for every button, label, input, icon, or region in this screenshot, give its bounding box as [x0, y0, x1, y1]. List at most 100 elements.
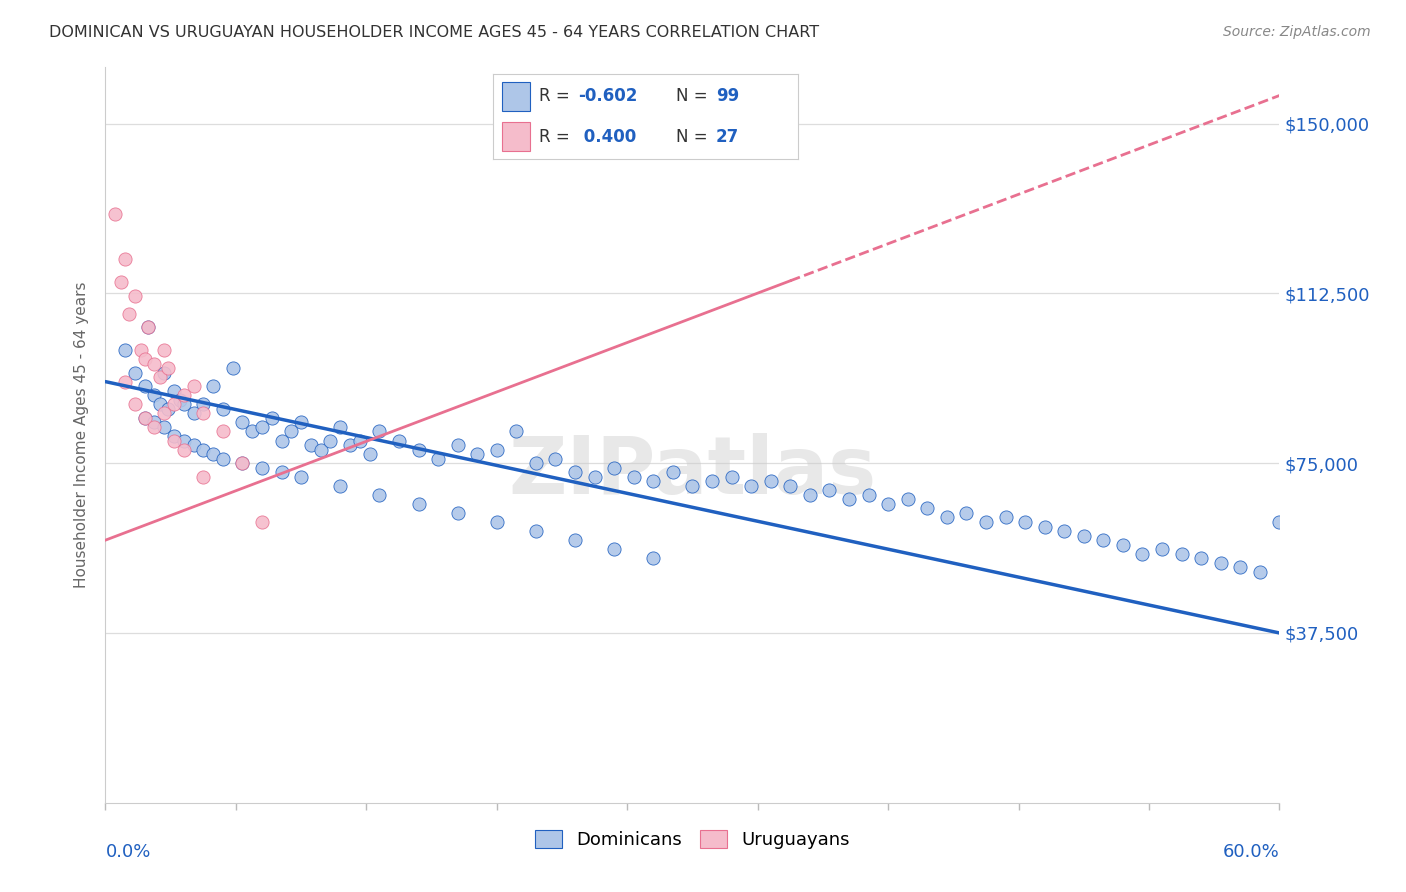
Point — [524, 456, 547, 470]
Point — [299, 438, 322, 452]
Point — [193, 397, 215, 411]
Point — [211, 425, 233, 439]
Text: Source: ZipAtlas.com: Source: ZipAtlas.com — [1223, 25, 1371, 39]
Point — [955, 506, 977, 520]
Point — [368, 488, 391, 502]
Point — [221, 361, 243, 376]
Point — [250, 460, 273, 475]
Point — [270, 434, 292, 448]
Point — [173, 434, 195, 448]
Point — [447, 506, 470, 520]
Point — [143, 416, 166, 430]
Point — [183, 406, 205, 420]
Point — [153, 420, 176, 434]
Point — [388, 434, 411, 448]
Point — [134, 351, 156, 366]
Point — [485, 515, 508, 529]
Point — [138, 320, 160, 334]
Point — [339, 438, 361, 452]
Point — [740, 479, 762, 493]
Point — [250, 515, 273, 529]
Point — [319, 434, 342, 448]
Point — [1249, 565, 1271, 579]
Point — [173, 397, 195, 411]
Point — [408, 497, 430, 511]
Point — [583, 469, 606, 483]
Point — [897, 492, 920, 507]
Point — [1209, 556, 1232, 570]
Point — [173, 442, 195, 457]
Point — [110, 275, 132, 289]
Point — [163, 429, 186, 443]
Point — [124, 397, 146, 411]
Point — [157, 401, 180, 416]
Point — [544, 451, 567, 466]
Point — [124, 288, 146, 302]
Point — [1189, 551, 1212, 566]
Point — [290, 469, 312, 483]
Point — [290, 416, 312, 430]
Point — [643, 551, 665, 566]
Point — [114, 375, 136, 389]
Point — [143, 420, 166, 434]
Point — [193, 406, 215, 420]
Point — [163, 434, 186, 448]
Text: 0.0%: 0.0% — [105, 843, 150, 862]
Point — [603, 542, 626, 557]
Point — [149, 397, 172, 411]
Point — [104, 207, 127, 221]
Point — [1073, 528, 1095, 542]
Point — [1092, 533, 1115, 548]
Point — [193, 442, 215, 457]
Point — [183, 438, 205, 452]
Point — [799, 488, 821, 502]
Point — [779, 479, 801, 493]
Point — [1112, 538, 1135, 552]
Point — [138, 320, 160, 334]
Point — [1132, 547, 1154, 561]
Point — [202, 379, 225, 393]
Point — [427, 451, 450, 466]
Point — [129, 343, 152, 357]
Text: 60.0%: 60.0% — [1223, 843, 1279, 862]
Point — [134, 410, 156, 425]
Point — [134, 379, 156, 393]
Point — [858, 488, 880, 502]
Point — [1150, 542, 1173, 557]
Point — [759, 475, 782, 489]
Point — [153, 366, 176, 380]
Point — [1170, 547, 1192, 561]
Legend: Dominicans, Uruguayans: Dominicans, Uruguayans — [527, 822, 858, 856]
Point — [994, 510, 1017, 524]
Point — [818, 483, 841, 498]
Point — [114, 343, 136, 357]
Point — [183, 379, 205, 393]
Point — [193, 469, 215, 483]
Point — [700, 475, 723, 489]
Point — [163, 384, 186, 398]
Point — [231, 456, 253, 470]
Point — [114, 252, 136, 267]
Point — [202, 447, 225, 461]
Point — [211, 401, 233, 416]
Point — [447, 438, 470, 452]
Point — [280, 425, 302, 439]
Point — [485, 442, 508, 457]
Point — [153, 343, 176, 357]
Point — [720, 469, 742, 483]
Point — [329, 420, 352, 434]
Point — [173, 388, 195, 402]
Point — [1053, 524, 1076, 538]
Point — [359, 447, 381, 461]
Point — [623, 469, 645, 483]
Point — [149, 370, 172, 384]
Point — [329, 479, 352, 493]
Point — [408, 442, 430, 457]
Point — [349, 434, 371, 448]
Y-axis label: Householder Income Ages 45 - 64 years: Householder Income Ages 45 - 64 years — [75, 282, 90, 588]
Point — [211, 451, 233, 466]
Point — [368, 425, 391, 439]
Point — [682, 479, 704, 493]
Text: ZIPatlas: ZIPatlas — [509, 433, 876, 510]
Point — [231, 416, 253, 430]
